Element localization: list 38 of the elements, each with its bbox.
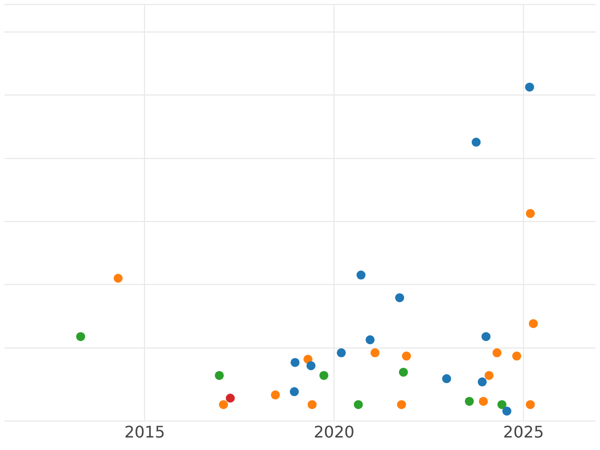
point	[492, 348, 502, 358]
point	[319, 370, 328, 380]
point	[502, 406, 512, 416]
point	[482, 332, 491, 342]
x-tick-label: 2020	[314, 422, 354, 442]
point	[526, 400, 535, 410]
point	[526, 208, 535, 218]
point	[398, 368, 408, 377]
point	[356, 270, 366, 280]
point	[218, 400, 228, 410]
point	[336, 348, 346, 358]
point	[484, 370, 494, 380]
point	[478, 396, 488, 406]
point	[214, 370, 224, 380]
point	[402, 352, 411, 361]
point	[512, 352, 522, 361]
point	[472, 138, 481, 147]
point	[397, 400, 406, 410]
x-tick-label: 2015	[124, 422, 166, 442]
point	[528, 319, 538, 328]
point	[270, 390, 280, 400]
point	[464, 396, 474, 406]
point	[76, 332, 86, 342]
point	[226, 394, 235, 403]
point	[442, 374, 452, 384]
point	[478, 377, 487, 386]
point	[290, 387, 299, 396]
point	[366, 335, 375, 344]
point	[497, 400, 506, 410]
point	[290, 358, 300, 367]
point	[354, 400, 363, 410]
x-tick-label: 2025	[503, 422, 544, 442]
point	[306, 361, 316, 370]
point	[395, 293, 404, 302]
point	[114, 274, 123, 283]
point	[308, 400, 317, 410]
point	[525, 82, 534, 92]
point	[370, 348, 380, 358]
